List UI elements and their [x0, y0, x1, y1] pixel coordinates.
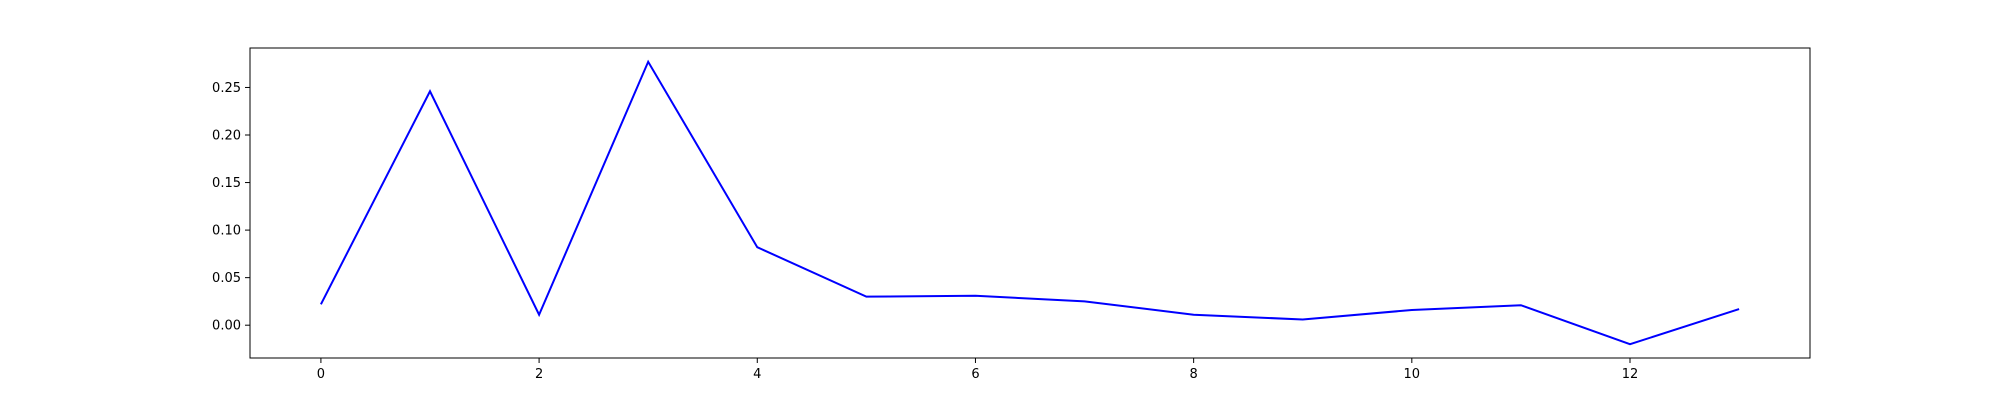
y-tick-label: 0.10	[212, 224, 241, 239]
x-tick-label: 0	[317, 367, 325, 382]
y-tick-label: 0.15	[212, 176, 241, 191]
x-tick-label: 2	[535, 367, 543, 382]
x-tick-label: 8	[1189, 367, 1197, 382]
x-tick-label: 12	[1622, 367, 1639, 382]
x-tick-label: 4	[753, 367, 761, 382]
y-tick-label: 0.00	[212, 319, 241, 334]
y-tick-label: 0.25	[212, 81, 241, 96]
x-tick-label: 6	[971, 367, 979, 382]
series-layer	[320, 59, 1740, 346]
plot-frame	[249, 47, 1811, 359]
y-tick-label: 0.05	[212, 271, 241, 286]
series-line	[320, 59, 1740, 346]
x-tick-label: 10	[1404, 367, 1421, 382]
y-tick-label: 0.20	[212, 129, 241, 144]
y-axis-ticks: 0.00 0.05 0.10 0.15 0.20 0.25	[212, 81, 250, 334]
x-axis-ticks: 0 2 4 6 8 10 12	[317, 358, 1639, 382]
